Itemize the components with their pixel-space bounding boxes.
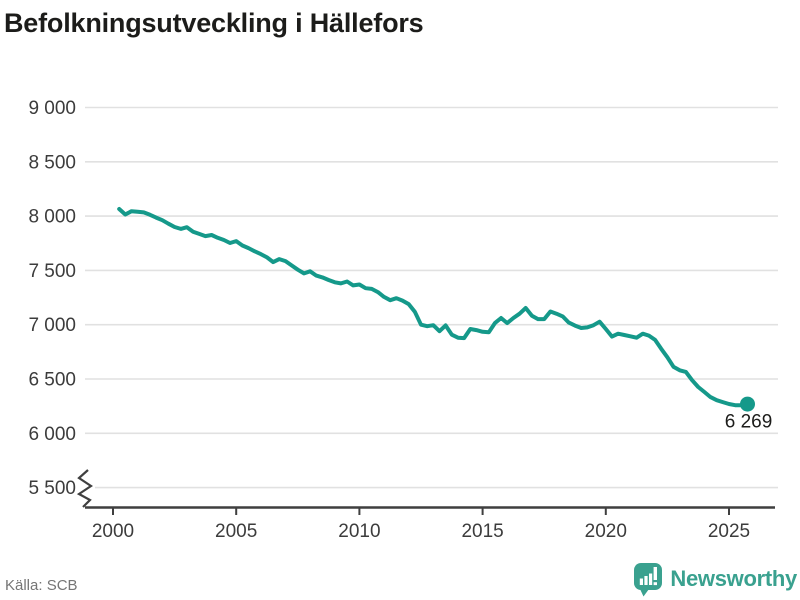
svg-text:2025: 2025 [708, 521, 750, 542]
svg-text:2000: 2000 [92, 521, 134, 542]
brand-logo[interactable]: Newsworthy [633, 561, 797, 597]
y-axis-labels: 9 000 8 500 8 000 7 500 7 000 6 500 6 000 5 500 [28, 98, 76, 499]
y-gridlines [85, 106, 778, 489]
newsworthy-icon [634, 563, 663, 597]
population-line-series: 6 269 [117, 207, 773, 433]
svg-text:9 000: 9 000 [28, 98, 76, 119]
svg-text:7 500: 7 500 [28, 261, 76, 282]
x-axis-ticks [112, 507, 730, 515]
svg-text:2005: 2005 [215, 521, 257, 542]
brand-name: Newsworthy [670, 566, 797, 591]
svg-text:2020: 2020 [585, 521, 627, 542]
svg-text:6 000: 6 000 [28, 424, 76, 445]
svg-text:8 000: 8 000 [28, 207, 76, 228]
end-value-label: 6 269 [725, 412, 773, 433]
svg-text:6 500: 6 500 [28, 370, 76, 391]
chart-title: Befolkningsutveckling i Hällefors [4, 8, 424, 38]
svg-text:8 500: 8 500 [28, 152, 76, 173]
svg-text:7 000: 7 000 [28, 315, 76, 336]
source-note: Källa: SCB [5, 577, 78, 594]
axis-break-icon [76, 469, 93, 508]
svg-text:2010: 2010 [338, 521, 380, 542]
svg-text:5 500: 5 500 [28, 478, 76, 499]
x-axis-labels: 2000 2005 2010 2015 2020 2025 [92, 521, 750, 542]
population-line-chart: 9 000 8 500 8 000 7 500 7 000 6 500 6 000 5 500… [28, 98, 778, 542]
svg-text:2015: 2015 [461, 521, 503, 542]
